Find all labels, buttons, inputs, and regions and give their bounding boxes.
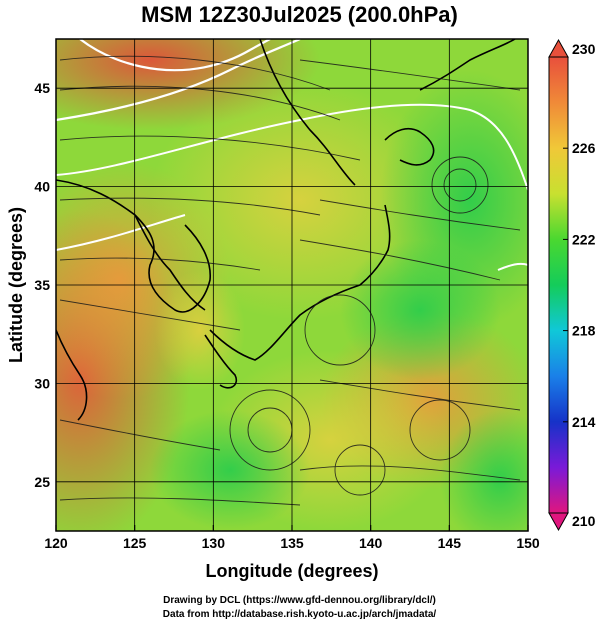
colorbar-scale bbox=[548, 56, 569, 514]
colorbar-tick-label: 230 bbox=[572, 41, 596, 57]
colorbar-max-arrow bbox=[548, 38, 569, 58]
y-tick-label: 45 bbox=[34, 80, 50, 96]
colorbar: 230 226 222 218 214 210 bbox=[548, 38, 596, 532]
x-tick-label: 120 bbox=[44, 535, 68, 551]
x-axis-title: Longitude (degrees) bbox=[205, 561, 378, 581]
map-gridlines bbox=[55, 39, 529, 531]
colorbar-tick-label: 226 bbox=[572, 140, 596, 156]
y-tick-label: 30 bbox=[34, 375, 50, 391]
colorbar-tick-label: 214 bbox=[572, 414, 596, 430]
colorbar-tick-label: 218 bbox=[572, 323, 596, 339]
plot-frame bbox=[55, 38, 529, 532]
x-tick-labels: 120 125 130 135 140 145 150 bbox=[44, 535, 540, 551]
x-tick-label: 135 bbox=[280, 535, 304, 551]
y-tick-labels: 25 30 35 40 45 bbox=[34, 80, 50, 490]
x-tick-label: 130 bbox=[202, 535, 226, 551]
y-tick-label: 25 bbox=[34, 474, 50, 490]
y-tick-label: 40 bbox=[34, 179, 50, 195]
map-title: MSM 12Z30Jul2025 (200.0hPa) bbox=[141, 2, 458, 27]
credit-drawing: Drawing by DCL (https://www.gfd-dennou.o… bbox=[163, 595, 436, 606]
x-tick-label: 150 bbox=[516, 535, 540, 551]
x-tick-label: 140 bbox=[359, 535, 383, 551]
y-tick-label: 35 bbox=[34, 277, 50, 293]
x-tick-label: 125 bbox=[123, 535, 147, 551]
x-tick-label: 145 bbox=[438, 535, 462, 551]
colorbar-tick-label: 222 bbox=[572, 231, 596, 247]
temperature-field bbox=[56, 39, 528, 531]
colorbar-tick-label: 210 bbox=[572, 513, 596, 529]
y-axis-title: Latitude (degrees) bbox=[6, 207, 26, 363]
credit-data: Data from http://database.rish.kyoto-u.a… bbox=[162, 609, 437, 620]
colorbar-min-arrow bbox=[548, 512, 569, 532]
